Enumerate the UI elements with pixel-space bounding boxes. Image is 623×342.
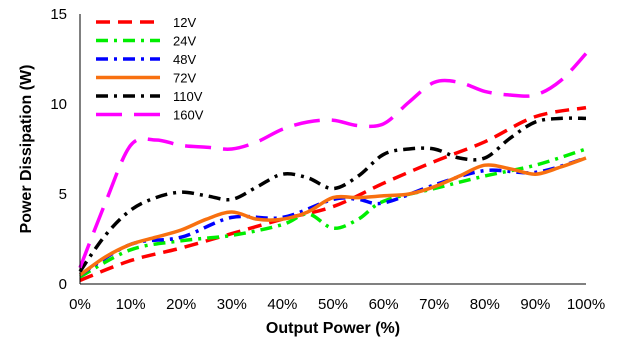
- legend-label-110v: 110V: [173, 89, 203, 104]
- x-axis-title: Output Power (%): [266, 320, 400, 337]
- series-line-24v: [79, 147, 587, 279]
- x-tick-label: 100%: [567, 296, 605, 313]
- x-tick-label: 10%: [116, 296, 146, 313]
- x-tick-label: 50%: [318, 296, 348, 313]
- series-line-72v: [78, 156, 587, 277]
- x-tick-label: 90%: [520, 296, 550, 313]
- x-tick-label: 60%: [369, 296, 399, 313]
- legend-label-72v: 72V: [173, 71, 196, 86]
- x-tick-label: 20%: [166, 296, 196, 313]
- x-tick-label: 30%: [217, 296, 247, 313]
- x-tick-label: 70%: [419, 296, 449, 313]
- legend-label-12v: 12V: [173, 15, 196, 30]
- y-tick-labels: 0 5 10 15: [50, 6, 67, 293]
- x-tick-label: 80%: [470, 296, 500, 313]
- y-axis-title: Power Dissipation (W): [18, 65, 35, 234]
- x-tick-label: 40%: [267, 296, 297, 313]
- x-tick-labels: 0% 10% 20% 30% 40% 50% 60% 70% 80% 90% 100%: [69, 296, 605, 313]
- series-line-110v: [78, 116, 587, 273]
- y-tick-label: 5: [59, 186, 67, 203]
- y-tick-label: 0: [59, 276, 67, 293]
- y-tick-label: 10: [50, 96, 67, 113]
- legend: 12V 24V 48V 72V 110V 160V: [86, 14, 204, 130]
- legend-background: [86, 14, 198, 130]
- series-line-12v: [79, 105, 587, 283]
- series-line-160v: [78, 52, 588, 269]
- series-layer: [78, 52, 588, 283]
- legend-label-48v: 48V: [173, 52, 196, 67]
- legend-label-160v: 160V: [173, 108, 204, 123]
- x-tick-label: 0%: [69, 296, 91, 313]
- y-tick-label: 15: [50, 6, 67, 23]
- legend-label-24v: 24V: [173, 34, 196, 49]
